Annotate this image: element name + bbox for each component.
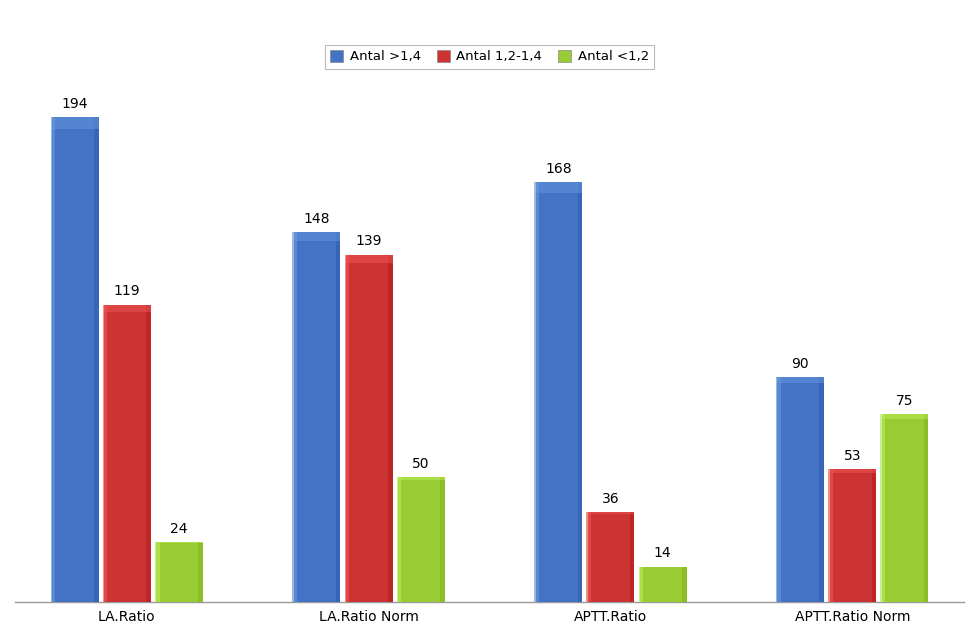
Bar	[879, 415, 884, 602]
Text: 36: 36	[601, 491, 619, 505]
Bar	[51, 118, 99, 602]
Bar	[155, 542, 202, 602]
Bar	[819, 377, 823, 602]
Bar	[51, 118, 99, 130]
Legend: Antal >1,4, Antal 1,2-1,4, Antal <1,2: Antal >1,4, Antal 1,2-1,4, Antal <1,2	[325, 45, 653, 69]
Text: 75: 75	[895, 394, 912, 408]
Bar	[292, 232, 297, 602]
Bar	[292, 232, 293, 602]
Bar	[879, 415, 927, 419]
Bar	[776, 377, 777, 602]
Bar	[681, 567, 686, 602]
Text: 14: 14	[653, 546, 671, 560]
Bar	[534, 182, 582, 193]
Bar	[344, 255, 392, 263]
Bar	[146, 305, 151, 602]
Bar	[51, 118, 56, 602]
Text: 168: 168	[545, 162, 571, 176]
Bar	[827, 470, 832, 602]
Bar	[776, 377, 823, 383]
Text: 90: 90	[790, 357, 808, 371]
Bar	[534, 182, 582, 602]
Bar	[103, 305, 151, 602]
Bar	[586, 512, 634, 602]
Text: 148: 148	[303, 212, 330, 226]
Bar	[155, 542, 202, 543]
Bar	[638, 567, 686, 602]
Bar	[396, 477, 444, 602]
Bar	[344, 255, 349, 602]
Bar	[586, 512, 634, 514]
Bar	[638, 567, 643, 602]
Bar	[155, 542, 156, 602]
Bar	[577, 182, 582, 602]
Bar	[534, 182, 535, 602]
Bar	[629, 512, 634, 602]
Bar	[344, 255, 392, 602]
Text: 53: 53	[843, 449, 861, 463]
Bar	[155, 542, 159, 602]
Bar	[586, 512, 587, 602]
Bar	[335, 232, 340, 602]
Bar	[103, 305, 104, 602]
Bar	[103, 305, 151, 312]
Bar	[638, 567, 640, 602]
Bar	[534, 182, 539, 602]
Bar	[870, 470, 875, 602]
Bar	[439, 477, 444, 602]
Bar	[94, 118, 99, 602]
Bar	[879, 415, 927, 602]
Bar	[198, 542, 202, 602]
Bar	[879, 415, 881, 602]
Bar	[827, 470, 875, 473]
Bar	[396, 477, 397, 602]
Bar	[922, 415, 927, 602]
Bar	[292, 232, 340, 602]
Bar	[396, 477, 401, 602]
Text: 119: 119	[113, 284, 140, 298]
Bar	[51, 118, 52, 602]
Bar	[776, 377, 780, 602]
Text: 139: 139	[355, 235, 381, 249]
Text: 24: 24	[170, 521, 188, 535]
Bar	[292, 232, 340, 242]
Bar	[827, 470, 875, 602]
Bar	[103, 305, 108, 602]
Text: 194: 194	[62, 97, 88, 111]
Bar	[387, 255, 392, 602]
Bar	[776, 377, 823, 602]
Text: 50: 50	[412, 457, 429, 470]
Bar	[344, 255, 345, 602]
Bar	[827, 470, 828, 602]
Bar	[396, 477, 444, 480]
Bar	[586, 512, 591, 602]
